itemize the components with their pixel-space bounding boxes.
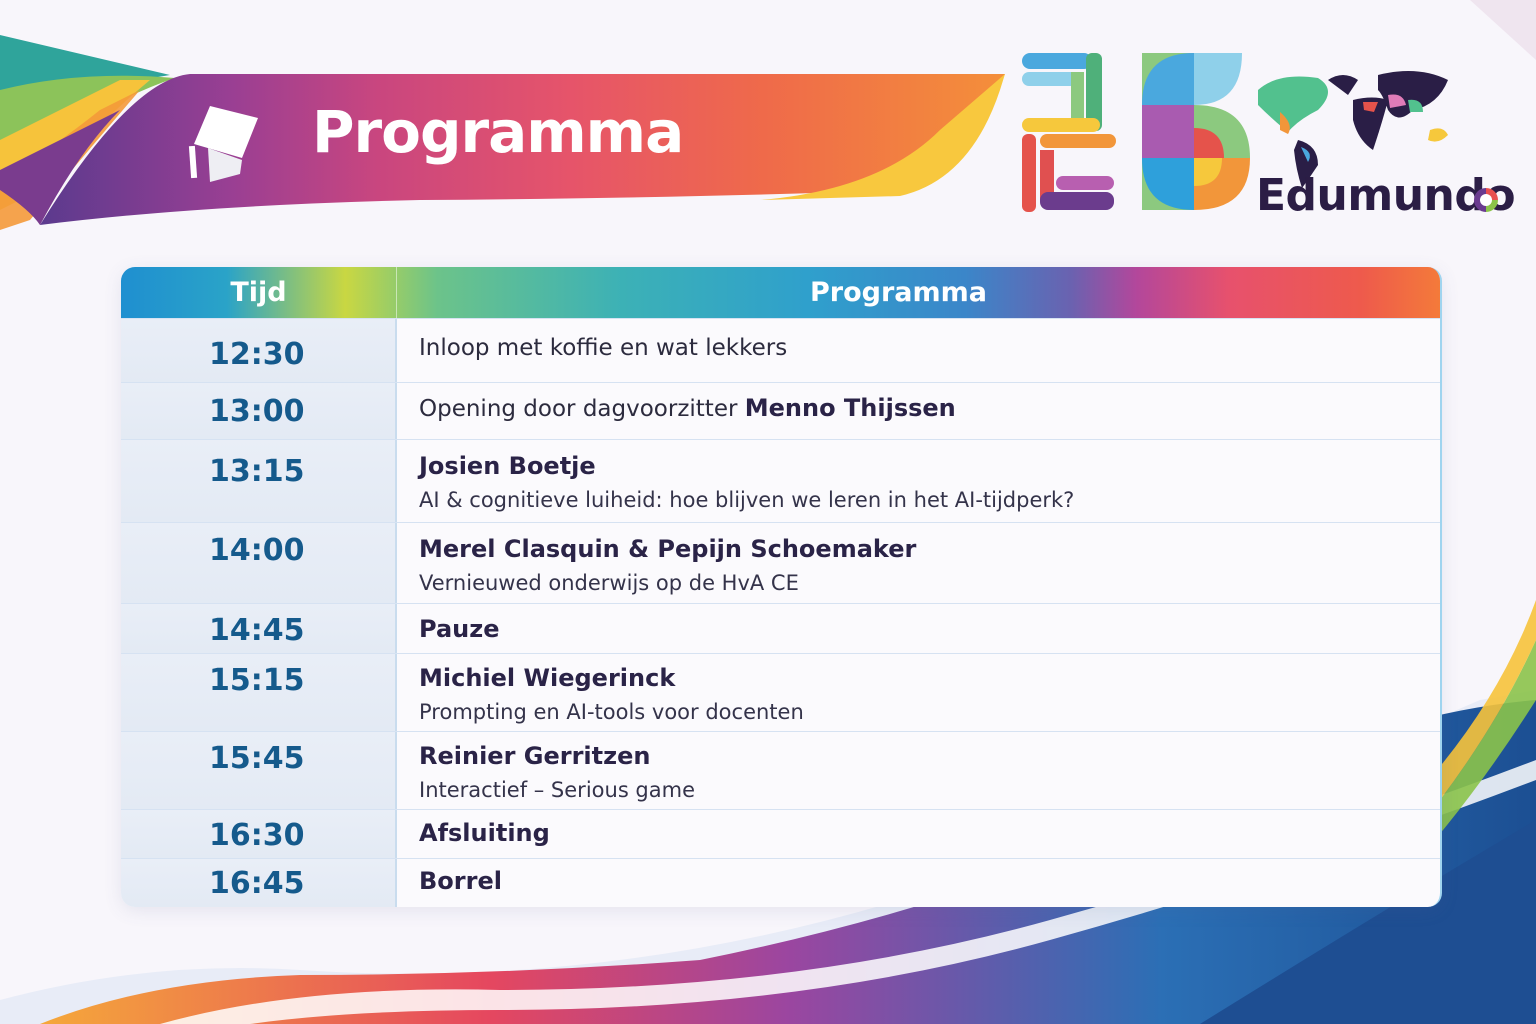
row-time: 16:30 [121,810,397,858]
logo-dot-icon [1474,188,1498,212]
row-title: Afsluiting [419,819,550,847]
header-program: Programma [809,277,987,308]
row-time: 12:30 [121,319,397,382]
table-header: Tijd Programma [121,267,1440,318]
row-subtitle: Vernieuwed onderwijs op de HvA CE [419,571,799,595]
row-time: 14:45 [121,604,397,653]
row-title: Borrel [419,867,502,895]
table-row: 12:30 Inloop met koffie en wat lekkers [121,318,1440,382]
row-title: Opening door dagvoorzitter [419,396,745,422]
row-title-speaker: Menno Thijssen [744,394,956,422]
row-title: Inloop met koffie en wat lekkers [419,335,788,361]
table-row: 13:15 Josien Boetje AI & cognitieve luih… [121,439,1440,522]
row-time: 15:45 [121,732,397,809]
row-title: Pauze [419,615,500,643]
table-row: 15:15 Michiel Wiegerinck Prompting en AI… [121,653,1440,731]
row-subtitle: AI & cognitieve luiheid: hoe blijven we … [419,488,1075,512]
row-title: Merel Clasquin & Pepijn Schoemaker [419,535,917,563]
row-time: 14:00 [121,523,397,603]
edumundo-wordmark: Edumundo [1256,170,1516,221]
row-time: 16:45 [121,859,397,907]
edumundo-25-logo [1022,53,1448,212]
schedule-table: Tijd Programma 12:30 Inloop met koffie e… [121,267,1442,907]
table-row: 14:00 Merel Clasquin & Pepijn Schoemaker… [121,522,1440,603]
table-row: 13:00 Opening door dagvoorzitter Menno T… [121,382,1440,439]
row-time: 13:00 [121,383,397,439]
row-time: 15:15 [121,654,397,731]
table-row: 16:30 Afsluiting [121,809,1440,858]
row-subtitle: Prompting en AI-tools voor docenten [419,700,804,724]
table-row: 16:45 Borrel [121,858,1440,907]
world-map-icon [1258,71,1448,188]
graduation-cap-icon [188,106,258,182]
row-time: 13:15 [121,440,397,522]
row-title: Josien Boetje [419,452,596,480]
header-time: Tijd [121,267,397,318]
row-title: Michiel Wiegerinck [419,664,676,692]
table-row: 14:45 Pauze [121,603,1440,653]
table-row: 15:45 Reinier Gerritzen Interactief – Se… [121,731,1440,809]
row-subtitle: Interactief – Serious game [419,778,696,802]
row-title: Reinier Gerritzen [419,742,651,770]
page-title: Programma [312,98,684,166]
